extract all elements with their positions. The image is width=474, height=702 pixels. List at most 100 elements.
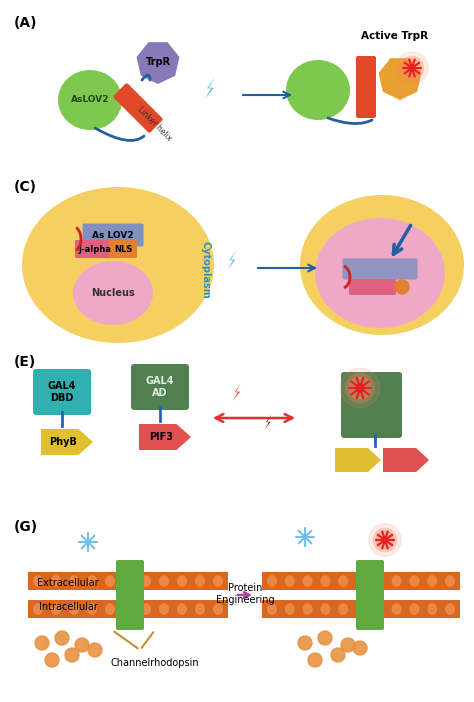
Ellipse shape	[427, 575, 437, 587]
Ellipse shape	[33, 575, 43, 587]
Ellipse shape	[177, 575, 187, 587]
Circle shape	[308, 653, 322, 667]
FancyBboxPatch shape	[356, 56, 376, 118]
Ellipse shape	[213, 603, 223, 615]
Ellipse shape	[58, 70, 122, 130]
Ellipse shape	[195, 575, 205, 587]
Text: GAL4
DBD: GAL4 DBD	[48, 381, 76, 403]
Ellipse shape	[356, 603, 366, 615]
Text: Linker helix: Linker helix	[135, 105, 173, 143]
Ellipse shape	[300, 195, 464, 335]
Ellipse shape	[87, 603, 97, 615]
Ellipse shape	[69, 575, 79, 587]
FancyBboxPatch shape	[28, 600, 228, 618]
Polygon shape	[233, 383, 241, 401]
Polygon shape	[41, 429, 93, 455]
FancyBboxPatch shape	[262, 572, 460, 590]
Ellipse shape	[410, 575, 419, 587]
Ellipse shape	[105, 575, 115, 587]
Ellipse shape	[445, 575, 455, 587]
Text: Channelrhodopsin: Channelrhodopsin	[111, 658, 199, 668]
Ellipse shape	[22, 187, 214, 343]
Text: As LOV2: As LOV2	[92, 230, 134, 239]
Polygon shape	[139, 424, 191, 450]
Circle shape	[409, 65, 415, 71]
Text: (C): (C)	[14, 180, 37, 194]
Text: TrpR: TrpR	[146, 57, 171, 67]
Ellipse shape	[302, 575, 312, 587]
Ellipse shape	[338, 603, 348, 615]
Text: (G): (G)	[14, 520, 38, 534]
Text: NLS: NLS	[114, 244, 132, 253]
Ellipse shape	[302, 603, 312, 615]
Circle shape	[356, 384, 364, 392]
Circle shape	[346, 373, 374, 402]
Ellipse shape	[51, 603, 61, 615]
FancyBboxPatch shape	[356, 560, 384, 630]
FancyBboxPatch shape	[341, 372, 402, 438]
Polygon shape	[335, 448, 381, 472]
Circle shape	[401, 56, 424, 80]
Text: Engineering: Engineering	[216, 595, 274, 605]
Polygon shape	[264, 414, 272, 430]
Ellipse shape	[177, 603, 187, 615]
Circle shape	[35, 636, 49, 650]
Ellipse shape	[159, 575, 169, 587]
Ellipse shape	[105, 603, 115, 615]
Ellipse shape	[141, 575, 151, 587]
Circle shape	[298, 636, 312, 650]
Ellipse shape	[159, 603, 169, 615]
FancyBboxPatch shape	[109, 240, 137, 258]
Circle shape	[45, 653, 59, 667]
Ellipse shape	[51, 575, 61, 587]
Ellipse shape	[267, 603, 277, 615]
Circle shape	[341, 638, 355, 652]
Text: PIF3: PIF3	[149, 432, 173, 442]
FancyBboxPatch shape	[82, 223, 144, 246]
Text: (E): (E)	[14, 355, 36, 369]
Ellipse shape	[213, 575, 223, 587]
Ellipse shape	[410, 603, 419, 615]
Ellipse shape	[73, 261, 153, 325]
Ellipse shape	[320, 603, 330, 615]
Ellipse shape	[285, 603, 295, 615]
Ellipse shape	[267, 575, 277, 587]
Ellipse shape	[338, 575, 348, 587]
Ellipse shape	[195, 603, 205, 615]
Text: Cytoplasm: Cytoplasm	[201, 241, 211, 299]
Text: PhyB: PhyB	[49, 437, 77, 447]
Circle shape	[340, 369, 380, 408]
Ellipse shape	[320, 575, 330, 587]
Text: (A): (A)	[14, 16, 37, 30]
Polygon shape	[379, 58, 421, 100]
Ellipse shape	[392, 603, 401, 615]
Circle shape	[331, 648, 345, 662]
FancyBboxPatch shape	[28, 572, 228, 590]
Circle shape	[396, 52, 428, 84]
Circle shape	[403, 59, 421, 77]
Circle shape	[382, 537, 388, 543]
Ellipse shape	[33, 603, 43, 615]
Ellipse shape	[141, 603, 151, 615]
FancyBboxPatch shape	[131, 364, 189, 410]
Circle shape	[369, 524, 401, 556]
FancyBboxPatch shape	[262, 600, 460, 618]
Ellipse shape	[123, 603, 133, 615]
Text: Protein: Protein	[228, 583, 262, 593]
Circle shape	[88, 643, 102, 657]
Polygon shape	[205, 77, 215, 99]
FancyBboxPatch shape	[116, 560, 144, 630]
Circle shape	[376, 531, 394, 549]
Ellipse shape	[69, 603, 79, 615]
Ellipse shape	[87, 575, 97, 587]
Circle shape	[55, 631, 69, 645]
Circle shape	[353, 641, 367, 655]
Ellipse shape	[285, 575, 295, 587]
Ellipse shape	[374, 603, 384, 615]
Circle shape	[318, 631, 332, 645]
Ellipse shape	[356, 575, 366, 587]
FancyBboxPatch shape	[349, 279, 396, 295]
Circle shape	[374, 529, 397, 552]
Circle shape	[65, 648, 79, 662]
Text: J-alpha: J-alpha	[79, 244, 111, 253]
